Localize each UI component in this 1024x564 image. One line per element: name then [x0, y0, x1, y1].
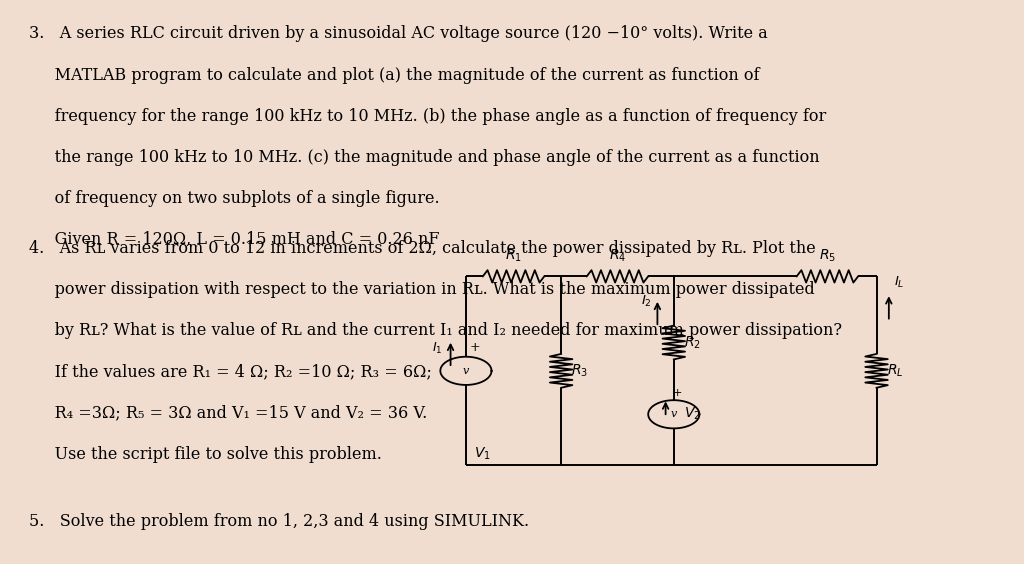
Text: 4.   As Rʟ varies from 0 to 12 in increments of 2Ω, calculate the power dissipat: 4. As Rʟ varies from 0 to 12 in incremen… [29, 240, 815, 257]
Text: $R_1$: $R_1$ [505, 248, 522, 264]
Text: of frequency on two subplots of a single figure.: of frequency on two subplots of a single… [29, 190, 439, 207]
Text: $V_2$: $V_2$ [684, 406, 700, 422]
Text: v: v [463, 366, 469, 376]
Text: frequency for the range 100 kHz to 10 MHz. (b) the phase angle as a function of : frequency for the range 100 kHz to 10 MH… [29, 108, 826, 125]
Text: $V_1$: $V_1$ [474, 446, 490, 462]
Text: $I_2$: $I_2$ [641, 294, 652, 309]
Text: power dissipation with respect to the variation in Rʟ. What is the maximum power: power dissipation with respect to the va… [29, 281, 814, 298]
Text: $R_4$: $R_4$ [609, 248, 626, 264]
Text: $R_5$: $R_5$ [819, 248, 836, 264]
Text: $I_L$: $I_L$ [894, 275, 904, 289]
Text: $R_3$: $R_3$ [571, 363, 589, 379]
Text: R₄ =3Ω; R₅ = 3Ω and V₁ =15 V and V₂ = 36 V.: R₄ =3Ω; R₅ = 3Ω and V₁ =15 V and V₂ = 36… [29, 404, 427, 421]
Text: $R_2$: $R_2$ [684, 334, 700, 351]
Text: Given R = 120Ω, L = 0.15 mH and C = 0.26 nF: Given R = 120Ω, L = 0.15 mH and C = 0.26… [29, 231, 439, 248]
Text: 3.   A series RLC circuit driven by a sinusoidal AC voltage source (120 −10° vol: 3. A series RLC circuit driven by a sinu… [29, 25, 767, 42]
Text: $I_1$: $I_1$ [432, 341, 442, 356]
Text: v: v [671, 409, 677, 419]
Text: by Rʟ? What is the value of Rʟ and the current I₁ and I₂ needed for maximum powe: by Rʟ? What is the value of Rʟ and the c… [29, 322, 842, 339]
Text: Use the script file to solve this problem.: Use the script file to solve this proble… [29, 446, 382, 462]
Text: +: + [673, 389, 683, 399]
Text: +: + [470, 341, 480, 354]
Text: MATLAB program to calculate and plot (a) the magnitude of the current as functio: MATLAB program to calculate and plot (a)… [29, 67, 759, 83]
Text: $R_L$: $R_L$ [887, 363, 903, 379]
Text: If the values are R₁ = 4 Ω; R₂ =10 Ω; R₃ = 6Ω;: If the values are R₁ = 4 Ω; R₂ =10 Ω; R₃… [29, 363, 431, 380]
Text: the range 100 kHz to 10 MHz. (c) the magnitude and phase angle of the current as: the range 100 kHz to 10 MHz. (c) the mag… [29, 149, 819, 166]
Text: 5.   Solve the problem from no 1, 2,3 and 4 using SIMULINK.: 5. Solve the problem from no 1, 2,3 and … [29, 513, 528, 530]
